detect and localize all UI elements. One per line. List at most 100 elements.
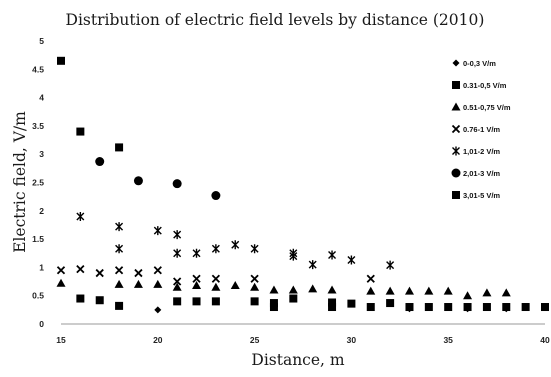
data-point — [115, 222, 124, 232]
data-point — [56, 278, 66, 287]
data-point — [211, 244, 220, 254]
legend-marker — [452, 191, 460, 199]
x-tick-label: 25 — [250, 335, 260, 345]
data-point — [230, 281, 240, 290]
data-point — [463, 291, 473, 300]
data-point — [482, 303, 491, 312]
data-points — [56, 56, 549, 314]
data-point — [328, 303, 337, 312]
data-point — [501, 288, 511, 297]
data-point — [211, 282, 221, 291]
legend-label: 0.51-0,75 V/m — [463, 103, 511, 112]
x-tick-labels: 15 20 25 30 35 40 — [56, 335, 550, 345]
legend-marker — [451, 168, 461, 178]
data-point — [386, 299, 395, 308]
y-tick-label: 3 — [39, 149, 44, 159]
data-point — [172, 179, 182, 189]
data-point — [328, 250, 337, 260]
data-point — [76, 211, 85, 221]
y-tick-label: 0 — [39, 319, 44, 329]
data-point — [541, 303, 549, 312]
legend-marker — [451, 102, 461, 111]
data-point — [115, 244, 124, 254]
data-point — [173, 230, 182, 240]
data-point — [328, 298, 337, 307]
data-point — [405, 303, 414, 312]
data-point — [482, 288, 492, 297]
legend-marker — [452, 81, 460, 89]
y-tick-label: 5 — [39, 36, 44, 46]
data-point — [76, 294, 85, 303]
data-point — [444, 303, 453, 312]
data-point — [134, 268, 143, 278]
data-point — [192, 297, 201, 306]
legend-marker — [451, 124, 461, 134]
legend: 0-0,3 V/m 0.31-0,5 V/m 0.51-0,75 V/m 0.76-1… — [451, 59, 511, 200]
x-tick-label: 15 — [56, 335, 66, 345]
x-tick-label: 40 — [540, 335, 550, 345]
data-point — [308, 260, 317, 270]
data-point — [76, 264, 85, 274]
legend-label: 0.31-0,5 V/m — [463, 81, 507, 90]
data-point — [289, 294, 298, 303]
data-point — [153, 226, 162, 236]
data-point — [404, 286, 414, 295]
y-axis-label: Electric field, V/m — [11, 111, 29, 253]
y-tick-label: 3.5 — [32, 121, 44, 131]
chart-title: Distribution of electric field levels by… — [66, 11, 485, 29]
data-point — [95, 268, 104, 278]
legend-marker — [452, 146, 460, 156]
data-point — [366, 303, 375, 312]
data-point — [172, 282, 182, 291]
data-point — [289, 251, 298, 261]
data-point — [211, 274, 221, 283]
data-point — [95, 157, 105, 167]
data-point — [133, 279, 143, 288]
data-point — [463, 303, 472, 312]
data-point — [327, 285, 337, 294]
legend-item: 0-0,3 V/m — [452, 59, 496, 68]
y-tick-label: 4.5 — [32, 64, 44, 74]
x-axis-label: Distance, m — [251, 351, 344, 369]
data-point — [308, 284, 318, 293]
legend-item: 0.51-0,75 V/m — [451, 102, 511, 112]
legend-marker — [452, 59, 460, 67]
data-point — [57, 56, 65, 65]
y-tick-label: 1 — [39, 262, 44, 272]
data-point — [347, 299, 356, 308]
y-tick-label: 4 — [39, 93, 44, 103]
data-point — [192, 281, 202, 290]
y-tick-labels: 0 0.5 1 1.5 2 2.5 3 3.5 4 4.5 5 — [32, 36, 44, 329]
data-point — [250, 244, 259, 254]
legend-label: 0.76-1 V/m — [463, 125, 500, 134]
data-point — [502, 303, 511, 312]
data-point — [95, 296, 104, 305]
legend-item: 3,01-5 V/m — [452, 191, 500, 200]
data-point — [153, 279, 163, 288]
data-point — [443, 286, 453, 295]
data-point — [114, 266, 124, 275]
data-point — [288, 285, 298, 294]
data-point — [269, 285, 279, 294]
data-point — [173, 297, 182, 306]
data-point — [192, 248, 201, 258]
data-point — [154, 306, 162, 314]
data-point — [231, 240, 240, 250]
data-point — [76, 127, 85, 136]
data-point — [192, 274, 201, 283]
x-tick-label: 35 — [443, 335, 453, 345]
data-point — [173, 277, 182, 286]
data-point — [153, 266, 162, 275]
legend-label: 0-0,3 V/m — [463, 59, 496, 68]
data-point — [424, 303, 433, 312]
data-point — [386, 260, 395, 270]
data-point — [366, 286, 376, 295]
x-tick-label: 20 — [153, 335, 163, 345]
y-tick-label: 1.5 — [32, 234, 44, 244]
y-tick-label: 0.5 — [32, 291, 44, 301]
data-point — [114, 279, 124, 288]
legend-label: 3,01-5 V/m — [463, 191, 500, 200]
legend-label: 1,01-2 V/m — [463, 147, 500, 156]
data-point — [115, 143, 124, 152]
